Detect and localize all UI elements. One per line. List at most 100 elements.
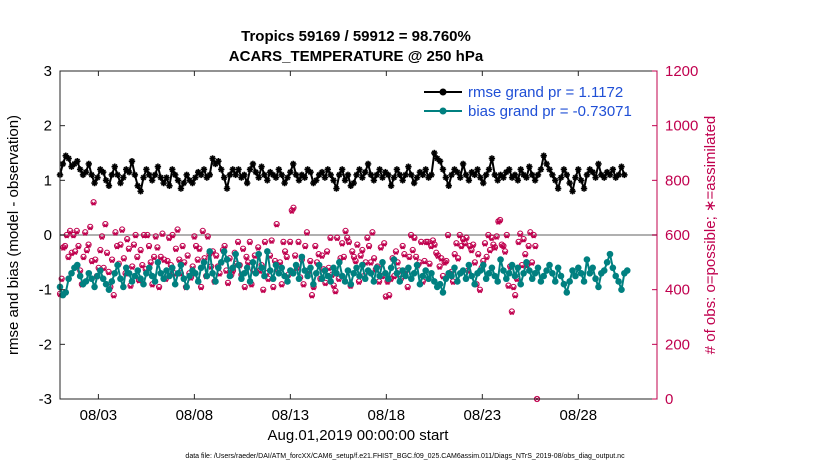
- obs-assimilated-stroke: [437, 265, 442, 270]
- obs-possible-marker: [308, 292, 316, 299]
- rmse-point: [226, 171, 234, 179]
- obs-possible-marker: [154, 244, 161, 251]
- bias-point: [114, 261, 121, 269]
- bias-point: [232, 250, 239, 258]
- bias-point: [200, 259, 208, 266]
- bias-point: [99, 275, 107, 283]
- obs-assimilated-marker: [457, 234, 463, 239]
- bias-point: [503, 275, 510, 283]
- obs-assimilated-marker: [146, 245, 152, 250]
- bias-point: [140, 280, 147, 288]
- obs-assimilated-marker: [376, 280, 382, 286]
- obs-assimilated-stroke: [402, 253, 407, 258]
- obs-assimilated-marker: [322, 282, 328, 287]
- rmse-point: [102, 177, 110, 184]
- obs-assimilated-marker: [173, 247, 179, 253]
- bias-point: [91, 283, 98, 291]
- obs-possible-marker: [124, 236, 131, 243]
- rmse-point-stroke: [218, 166, 225, 173]
- rmse-point-stroke: [198, 172, 204, 178]
- bias-point: [574, 264, 582, 272]
- rmse-point-stroke: [186, 177, 193, 184]
- rmse-point: [560, 166, 568, 173]
- obs-assimilated-marker: [104, 251, 110, 257]
- bias-point: [243, 264, 251, 272]
- rmse-point-stroke: [244, 180, 250, 186]
- obs-assimilated-stroke: [200, 230, 205, 235]
- bias-point: [307, 264, 314, 272]
- obs-possible-marker: [392, 248, 400, 255]
- obs-possible-marker: [137, 246, 144, 254]
- obs-possible-marker: [243, 253, 250, 260]
- obs-assimilated-marker: [502, 250, 508, 255]
- rmse-point: [333, 185, 340, 192]
- rmse-point-stroke: [137, 188, 144, 195]
- obs-assimilated-stroke: [185, 254, 190, 260]
- obs-assimilated-marker: [260, 288, 266, 294]
- bias-point: [471, 280, 478, 288]
- obs-assimilated-stroke: [418, 241, 424, 246]
- obs-assimilated-marker: [484, 256, 490, 261]
- rmse-point-stroke: [598, 172, 605, 178]
- rmse-point-stroke: [615, 172, 622, 178]
- rmse-point: [74, 158, 81, 165]
- rmse-point-stroke: [356, 166, 363, 173]
- obs-assimilated-stroke: [444, 260, 449, 265]
- obs-possible-marker: [191, 233, 198, 240]
- obs-assimilated-marker: [164, 260, 171, 265]
- obs-possible-marker: [176, 256, 183, 263]
- obs-assimilated-stroke: [244, 256, 249, 261]
- obs-assimilated-stroke: [235, 241, 241, 246]
- obs-assimilated-marker: [131, 243, 137, 249]
- obs-assimilated-marker: [472, 261, 478, 266]
- obs-assimilated-marker: [240, 247, 246, 253]
- obs-assimilated-marker: [342, 230, 349, 235]
- rmse-point: [362, 168, 369, 176]
- rmse-point: [313, 177, 320, 184]
- obs-assimilated-stroke: [471, 243, 476, 249]
- obs-assimilated-stroke: [400, 245, 405, 250]
- rmse-point: [330, 177, 337, 184]
- obs-assimilated-marker: [295, 241, 302, 246]
- bias-point: [85, 269, 93, 277]
- rmse-point: [459, 160, 467, 168]
- obs-assimilated-marker: [138, 249, 144, 254]
- rmse-point-stroke: [296, 177, 302, 184]
- rmse-point-stroke: [85, 161, 92, 167]
- rmse-point-stroke: [258, 163, 265, 170]
- obs-assimilated-stroke: [126, 247, 132, 253]
- obs-assimilated-marker: [485, 234, 491, 239]
- obs-possible-marker: [65, 253, 72, 260]
- bias-point: [336, 259, 343, 266]
- rmse-point: [232, 171, 239, 179]
- rmse-point-stroke: [163, 174, 170, 181]
- bias-point: [137, 275, 144, 283]
- rmse-point: [549, 171, 556, 179]
- obs-possible-marker: [426, 260, 433, 267]
- bias-point: [177, 261, 185, 269]
- obs-assimilated-stroke: [121, 257, 127, 262]
- rmse-point: [396, 171, 403, 179]
- obs-assimilated-stroke: [407, 256, 412, 261]
- bias-point: [451, 264, 458, 272]
- bias-point: [324, 272, 332, 280]
- obs-assimilated-stroke: [153, 235, 158, 240]
- obs-assimilated-stroke: [308, 260, 313, 265]
- obs-assimilated-stroke: [104, 251, 110, 257]
- obs-possible-marker: [287, 238, 294, 245]
- bias-point: [266, 267, 274, 274]
- obs-assimilated-marker: [438, 257, 444, 262]
- bias-point: [554, 264, 562, 272]
- bias-point: [577, 269, 585, 277]
- rmse-point: [290, 160, 297, 168]
- obs-assimilated-stroke: [160, 232, 165, 238]
- rmse-point-stroke: [362, 169, 369, 175]
- y-tick-label-right: 800: [665, 172, 690, 189]
- bias-point: [448, 272, 455, 280]
- rmse-point-stroke: [175, 177, 181, 184]
- obs-assimilated-marker: [482, 242, 488, 247]
- obs-assimilated-stroke: [98, 249, 103, 254]
- bias-point: [97, 267, 104, 274]
- obs-possible-marker: [98, 233, 106, 240]
- rmse-point-stroke: [65, 155, 72, 162]
